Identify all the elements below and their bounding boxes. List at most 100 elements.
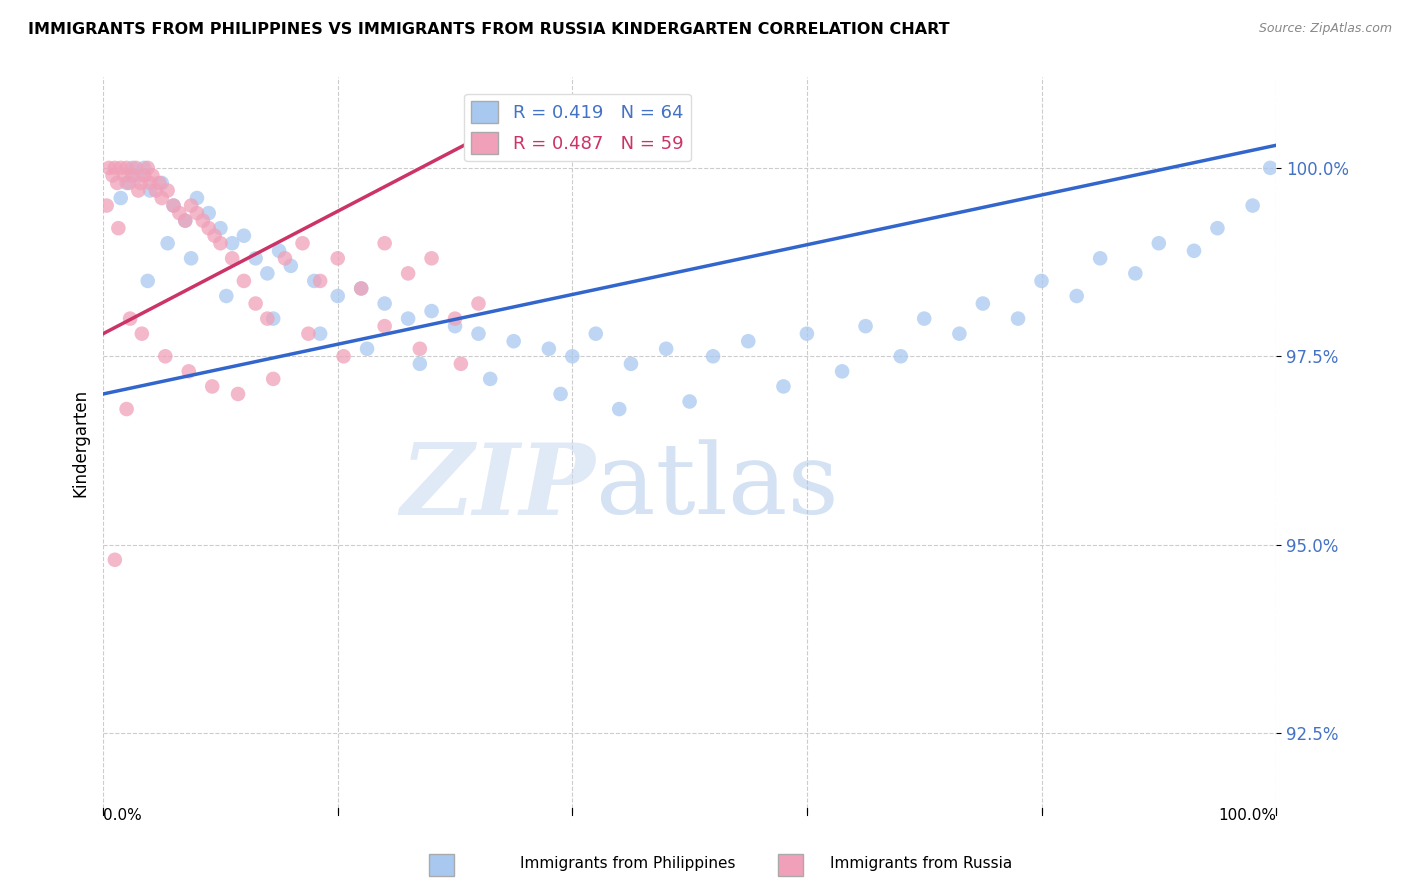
Legend: R = 0.419   N = 64, R = 0.487   N = 59: R = 0.419 N = 64, R = 0.487 N = 59 xyxy=(464,94,690,161)
Point xyxy=(107,221,129,235)
Point xyxy=(1088,252,1111,266)
Point xyxy=(420,304,443,318)
Text: 100.0%: 100.0% xyxy=(1218,808,1277,823)
Point xyxy=(127,184,149,198)
Point xyxy=(620,357,643,371)
Point xyxy=(374,296,396,310)
Point xyxy=(467,326,489,341)
Point xyxy=(350,281,373,295)
Point xyxy=(796,326,818,341)
Point xyxy=(156,236,179,251)
Point xyxy=(110,161,132,175)
Point xyxy=(215,289,238,303)
Point xyxy=(256,311,278,326)
Point xyxy=(1147,236,1170,251)
Point xyxy=(972,296,994,310)
Point xyxy=(156,184,179,198)
Point xyxy=(232,274,254,288)
Point xyxy=(110,191,132,205)
Point xyxy=(221,252,243,266)
Point xyxy=(550,387,572,401)
Point xyxy=(191,213,214,227)
Point xyxy=(467,296,489,310)
Text: ZIP: ZIP xyxy=(401,439,596,535)
Point xyxy=(607,402,630,417)
Text: Immigrants from Philippines: Immigrants from Philippines xyxy=(520,856,735,871)
Point xyxy=(256,266,278,280)
Point xyxy=(561,349,583,363)
Point xyxy=(155,349,177,363)
Point xyxy=(131,326,153,341)
Point xyxy=(1123,266,1146,280)
Point xyxy=(374,236,396,251)
Point xyxy=(209,221,232,235)
Point xyxy=(585,326,607,341)
Point xyxy=(262,372,284,386)
Point xyxy=(280,259,302,273)
Point xyxy=(104,553,127,567)
Point xyxy=(1258,161,1281,175)
Point xyxy=(136,161,159,175)
Point xyxy=(274,252,297,266)
Point xyxy=(134,161,156,175)
Point xyxy=(1182,244,1205,258)
Point xyxy=(444,311,467,326)
Point xyxy=(304,274,326,288)
Point xyxy=(112,169,135,183)
Point xyxy=(444,319,467,334)
Point xyxy=(409,357,432,371)
Point xyxy=(101,169,124,183)
Point xyxy=(232,228,254,243)
Point xyxy=(162,198,184,212)
Point xyxy=(396,266,419,280)
Point xyxy=(104,161,127,175)
Point xyxy=(350,281,373,295)
Point xyxy=(180,198,202,212)
Point xyxy=(115,161,138,175)
Point xyxy=(141,169,163,183)
Point xyxy=(150,176,173,190)
Point xyxy=(912,311,935,326)
Point xyxy=(115,176,138,190)
Point xyxy=(150,191,173,205)
Point xyxy=(502,334,524,349)
Point xyxy=(356,342,378,356)
Point xyxy=(326,289,349,303)
Text: IMMIGRANTS FROM PHILIPPINES VS IMMIGRANTS FROM RUSSIA KINDERGARTEN CORRELATION C: IMMIGRANTS FROM PHILIPPINES VS IMMIGRANT… xyxy=(28,22,949,37)
Point xyxy=(678,394,700,409)
Point xyxy=(1031,274,1053,288)
Point xyxy=(174,213,197,227)
Point xyxy=(174,213,197,227)
Point xyxy=(450,357,472,371)
Point xyxy=(309,326,332,341)
Point xyxy=(245,252,267,266)
Point xyxy=(121,169,143,183)
Point xyxy=(197,206,219,220)
Point xyxy=(409,342,432,356)
Point xyxy=(96,198,118,212)
Text: Immigrants from Russia: Immigrants from Russia xyxy=(830,856,1012,871)
Point xyxy=(226,387,249,401)
Point xyxy=(479,372,502,386)
Point xyxy=(201,379,224,393)
Point xyxy=(655,342,678,356)
Text: atlas: atlas xyxy=(596,439,838,534)
Point xyxy=(118,176,141,190)
Point xyxy=(245,296,267,310)
Point xyxy=(204,228,226,243)
Point xyxy=(121,161,143,175)
Point xyxy=(145,184,167,198)
Point xyxy=(309,274,332,288)
Point xyxy=(772,379,794,393)
Point xyxy=(98,161,121,175)
Text: 0.0%: 0.0% xyxy=(103,808,142,823)
Point xyxy=(267,244,290,258)
Point xyxy=(169,206,191,220)
Y-axis label: Kindergarten: Kindergarten xyxy=(72,389,89,497)
Point xyxy=(1241,198,1264,212)
Point xyxy=(136,274,159,288)
Point xyxy=(127,169,149,183)
Point xyxy=(262,311,284,326)
Point xyxy=(396,311,419,326)
Point xyxy=(197,221,219,235)
